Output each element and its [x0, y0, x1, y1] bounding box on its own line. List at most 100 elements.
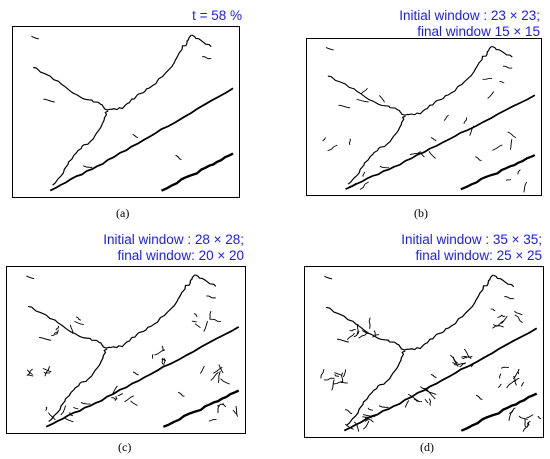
noise-edge [347, 182, 357, 189]
noise-edge [64, 418, 74, 423]
noise-edge [193, 313, 198, 318]
noise-edge [44, 366, 51, 377]
noise-edge [419, 386, 426, 390]
noise-edge [331, 379, 335, 391]
long-linear-edge [45, 326, 240, 428]
noise-edge [161, 345, 165, 351]
panel-c-title-line-2: final window: 20 × 20 [117, 248, 244, 263]
noise-edge [424, 399, 429, 404]
edge-fragment [31, 35, 39, 40]
noise-edge [499, 80, 505, 84]
edge-fragment [175, 154, 182, 160]
noise-edge [426, 389, 436, 400]
noise-edge [537, 416, 542, 419]
panel-d-caption: (d) [420, 440, 434, 454]
edge-fragment [43, 98, 55, 103]
noise-edge [462, 357, 468, 360]
noise-edge [356, 98, 369, 103]
noise-edge [51, 331, 58, 337]
noise-edge [425, 389, 437, 395]
edge-fragment [83, 165, 93, 168]
short-linear-edge [460, 154, 536, 191]
edge-fragment [430, 137, 437, 141]
noise-edge [372, 334, 380, 338]
noise-edge [60, 405, 67, 416]
noise-edge [73, 406, 79, 410]
noise-edge [507, 131, 517, 139]
noise-edge [43, 371, 51, 374]
noise-edge [419, 151, 425, 158]
noise-edge [496, 320, 505, 327]
noise-edge [359, 181, 369, 190]
noise-edge [194, 323, 201, 329]
noise-edge [74, 320, 85, 326]
noise-edge [520, 381, 525, 387]
panel-a-title-line-1: t = 58 % [192, 8, 242, 23]
noise-edge [452, 356, 459, 367]
panel-a-edge-map [31, 34, 234, 192]
noise-edge [500, 314, 506, 317]
ridge-tail-edge [492, 274, 515, 288]
noise-edge [526, 421, 530, 428]
edge-fragment [502, 65, 513, 69]
noise-edge [69, 412, 74, 417]
noise-edge [470, 362, 475, 368]
short-linear-edge [460, 392, 538, 432]
noise-edge [203, 321, 208, 332]
panel-a-caption: (a) [116, 206, 130, 220]
noise-edge [111, 385, 118, 395]
noise-edge [361, 330, 370, 335]
noise-edge [523, 181, 528, 193]
panel-c-edge-map [26, 274, 240, 428]
noise-edge [428, 398, 432, 406]
noise-edge [514, 310, 523, 316]
edge-fragment [132, 133, 139, 139]
noise-edge [407, 393, 418, 403]
noise-edge [490, 308, 496, 312]
noise-edge [362, 416, 373, 419]
noise-edge [492, 324, 497, 329]
noise-edge [367, 407, 373, 411]
ridge-edge [326, 274, 494, 351]
ridge-edge [28, 274, 196, 349]
coast-edge [347, 115, 406, 185]
ridge-edge [33, 34, 192, 111]
edge-fragment [336, 338, 349, 343]
edge-fragment [324, 275, 333, 280]
noise-edge [421, 389, 429, 392]
edge-fragment [475, 156, 482, 161]
noise-edge [210, 318, 222, 323]
noise-edge [27, 374, 34, 377]
noise-edge [323, 377, 335, 381]
ridge-tail-edge [491, 45, 513, 58]
noise-edge [222, 402, 227, 408]
noise-edge [506, 379, 516, 389]
noise-edge [151, 354, 154, 359]
noise-edge [341, 372, 344, 383]
noise-edge [362, 171, 366, 177]
panel-d-edge-map [320, 274, 542, 432]
ridge-tail-edge [194, 274, 217, 287]
noise-edge [320, 368, 325, 379]
panel-c-caption: (c) [118, 440, 132, 454]
noise-edge [322, 137, 326, 142]
noise-edge [217, 371, 221, 383]
noise-edge [505, 179, 512, 181]
noise-edge [413, 399, 423, 403]
noise-edge [409, 151, 421, 155]
edge-fragment [80, 401, 91, 405]
noise-edge [404, 400, 410, 408]
noise-edge [449, 354, 459, 364]
noise-edge [358, 331, 368, 339]
noise-edge [353, 421, 360, 432]
edge-fragment [504, 296, 514, 300]
panel-d-title-line-2: final window: 25 × 25 [415, 248, 542, 263]
noise-edge [232, 409, 238, 415]
panel-b-title-line-2: final window 15 × 15 [417, 24, 540, 39]
noise-edge [45, 406, 48, 411]
noise-edge [334, 374, 340, 377]
noise-edge [360, 88, 368, 95]
edge-fragment [38, 336, 51, 341]
noise-edge [163, 358, 166, 366]
noise-edge [344, 423, 354, 430]
